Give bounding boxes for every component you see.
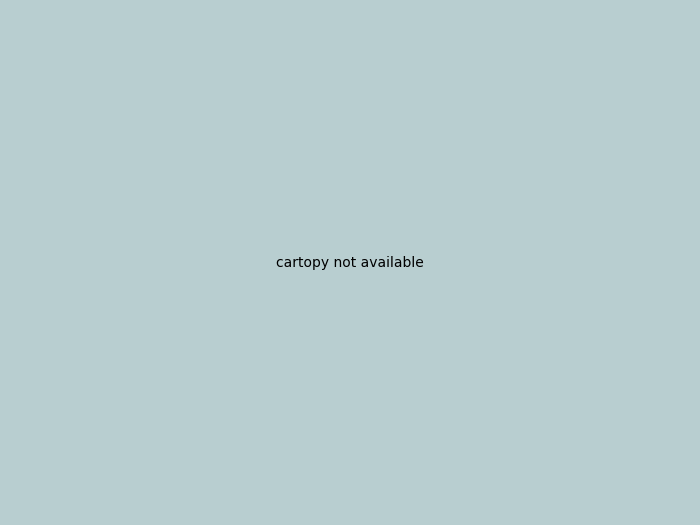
Text: cartopy not available: cartopy not available [276,256,424,269]
